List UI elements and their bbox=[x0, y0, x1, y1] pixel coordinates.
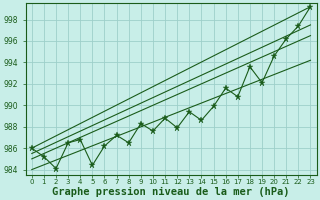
X-axis label: Graphe pression niveau de la mer (hPa): Graphe pression niveau de la mer (hPa) bbox=[52, 186, 290, 197]
